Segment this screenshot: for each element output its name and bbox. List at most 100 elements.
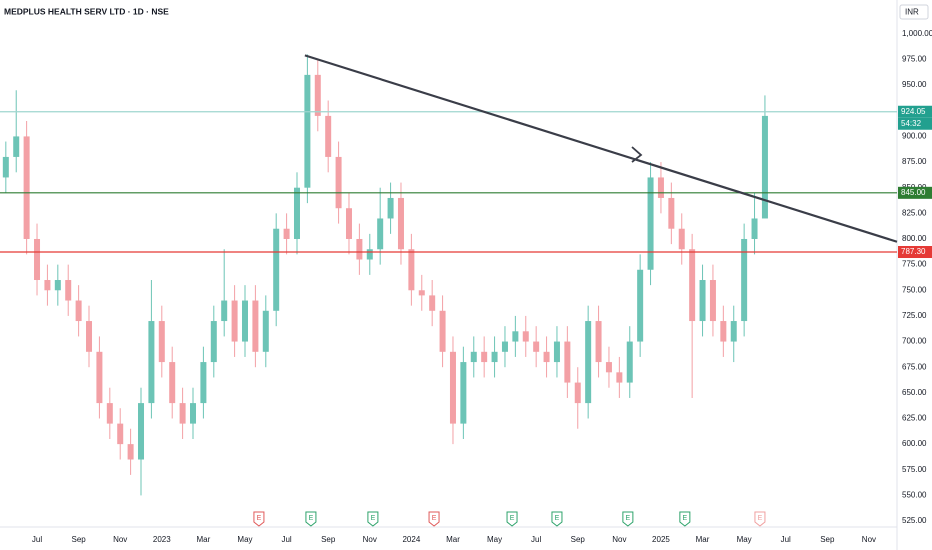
candle-body bbox=[325, 115, 332, 157]
y-tick-label: 675.00 bbox=[902, 362, 927, 371]
price-tag-label: 924.05 bbox=[901, 107, 926, 116]
earnings-marker bbox=[679, 511, 691, 527]
candle-body bbox=[533, 341, 540, 352]
candle-body bbox=[377, 218, 384, 250]
x-tick-label: Mar bbox=[696, 535, 710, 544]
candle-body bbox=[709, 280, 716, 322]
x-tick-label: Jul bbox=[781, 535, 791, 544]
x-tick-label: Nov bbox=[862, 535, 876, 544]
candle-body bbox=[429, 295, 436, 311]
x-tick-label: Nov bbox=[363, 535, 377, 544]
candle-body bbox=[54, 280, 61, 291]
y-tick-label: 650.00 bbox=[902, 388, 927, 397]
trendline bbox=[304, 54, 898, 243]
earnings-marker bbox=[305, 511, 317, 527]
candle-body bbox=[689, 249, 696, 322]
candle-body bbox=[449, 351, 456, 424]
earnings-marker bbox=[506, 511, 518, 527]
x-tick-label: May bbox=[737, 535, 752, 544]
candle-body bbox=[574, 382, 581, 404]
candle-body bbox=[720, 321, 727, 342]
y-tick-label: 975.00 bbox=[902, 55, 927, 64]
y-tick-label: 725.00 bbox=[902, 311, 927, 320]
candle-body bbox=[2, 156, 9, 178]
candle-body bbox=[86, 321, 93, 352]
candle-body bbox=[741, 238, 748, 322]
y-tick-label: 700.00 bbox=[902, 337, 927, 346]
candle-body bbox=[34, 238, 41, 281]
candle-body bbox=[553, 341, 560, 363]
x-tick-label: Jul bbox=[531, 535, 541, 544]
candle-body bbox=[616, 372, 623, 383]
price-tag bbox=[898, 246, 932, 259]
price-tag-label: 845.00 bbox=[901, 188, 926, 197]
candle-body bbox=[605, 362, 612, 373]
candle-body bbox=[231, 300, 238, 342]
candle-body bbox=[470, 351, 477, 363]
candle-body bbox=[647, 177, 654, 270]
y-tick-label: 625.00 bbox=[902, 414, 927, 423]
y-tick-label: 950.00 bbox=[902, 80, 927, 89]
candle-body bbox=[356, 238, 363, 260]
candle-body bbox=[273, 228, 280, 311]
candle-body bbox=[283, 228, 290, 239]
countdown: 54:32 bbox=[901, 119, 922, 128]
earnings-label: E bbox=[510, 515, 515, 522]
y-tick-label: 775.00 bbox=[902, 260, 927, 269]
x-tick-label: May bbox=[487, 535, 502, 544]
candle-body bbox=[657, 177, 664, 198]
y-tick-label: 550.00 bbox=[902, 491, 927, 500]
x-tick-label: Nov bbox=[113, 535, 127, 544]
candle-body bbox=[241, 300, 248, 342]
candle-body bbox=[158, 321, 165, 363]
candle-body bbox=[730, 321, 737, 342]
candle-body bbox=[481, 351, 488, 363]
candle-body bbox=[96, 351, 103, 404]
earnings-label: E bbox=[257, 515, 262, 522]
x-tick-label: 2025 bbox=[652, 535, 670, 544]
x-tick-label: Sep bbox=[571, 535, 586, 544]
earnings-label: E bbox=[758, 515, 763, 522]
candle-body bbox=[148, 321, 155, 404]
candle-body bbox=[543, 351, 550, 363]
candle-body bbox=[252, 300, 259, 352]
earnings-label: E bbox=[683, 515, 688, 522]
price-tag-label: 787.30 bbox=[901, 247, 926, 256]
earnings-label: E bbox=[626, 515, 631, 522]
y-tick-label: 1,000.00 bbox=[902, 29, 932, 38]
candle-body bbox=[366, 249, 373, 260]
currency-box bbox=[899, 4, 929, 20]
candle-body bbox=[23, 136, 30, 239]
x-tick-label: Jul bbox=[32, 535, 42, 544]
earnings-marker bbox=[551, 511, 563, 527]
candle-body bbox=[106, 403, 113, 424]
candle-body bbox=[501, 341, 508, 352]
candle-body bbox=[169, 362, 176, 404]
x-tick-label: Jul bbox=[281, 535, 291, 544]
earnings-marker bbox=[253, 511, 265, 527]
candle-body bbox=[65, 280, 72, 301]
candle-body bbox=[637, 269, 644, 342]
earnings-marker bbox=[622, 511, 634, 527]
candle-body bbox=[127, 444, 134, 460]
y-tick-label: 575.00 bbox=[902, 465, 927, 474]
candle-body bbox=[491, 351, 498, 363]
candle-body bbox=[397, 197, 404, 250]
candle-body bbox=[200, 362, 207, 404]
earnings-label: E bbox=[371, 515, 376, 522]
candle-body bbox=[626, 341, 633, 383]
x-tick-label: Sep bbox=[820, 535, 835, 544]
candle-body bbox=[699, 280, 706, 322]
candle-body bbox=[761, 115, 768, 219]
x-tick-label: May bbox=[237, 535, 252, 544]
candle-body bbox=[314, 74, 321, 116]
candle-body bbox=[418, 290, 425, 296]
candle-body bbox=[75, 300, 82, 322]
candle-body bbox=[522, 331, 529, 342]
candle-body bbox=[460, 362, 467, 424]
candle-body bbox=[585, 321, 592, 404]
x-tick-label: Sep bbox=[321, 535, 336, 544]
candle-body bbox=[13, 136, 20, 157]
